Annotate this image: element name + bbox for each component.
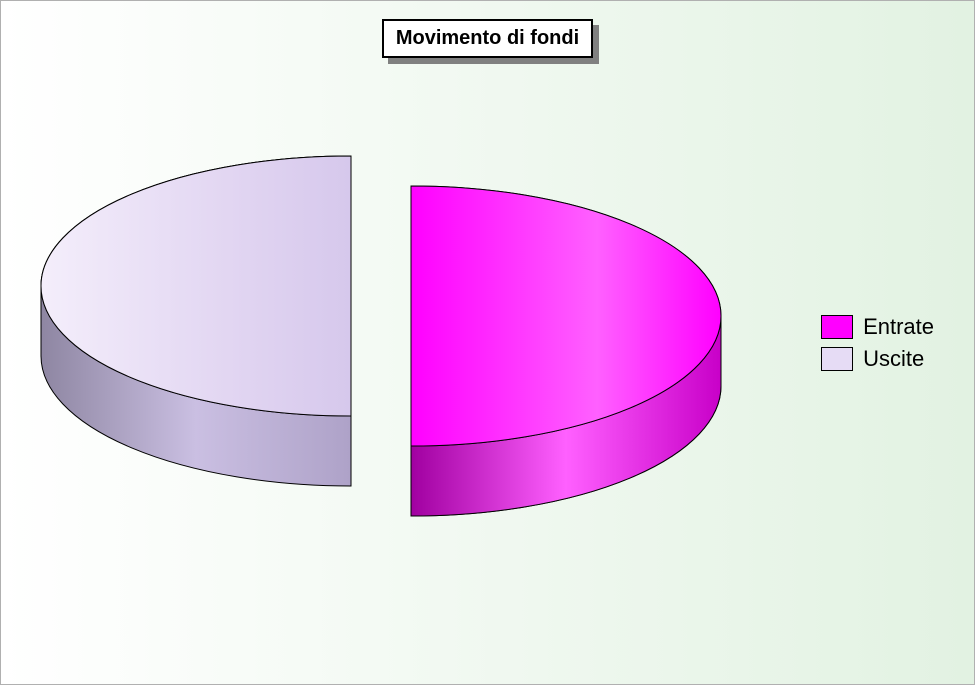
pie-slice-entrate-final [411, 186, 721, 516]
legend-label: Entrate [863, 314, 934, 340]
chart-background: Movimento di fondi [0, 0, 975, 685]
legend-item-entrate: Entrate [821, 314, 934, 340]
legend: Entrate Uscite [821, 308, 934, 378]
legend-item-uscite: Uscite [821, 346, 934, 372]
pie-slice-uscite-final [41, 156, 351, 486]
legend-swatch-entrate [821, 315, 853, 339]
legend-swatch-uscite [821, 347, 853, 371]
legend-label: Uscite [863, 346, 924, 372]
